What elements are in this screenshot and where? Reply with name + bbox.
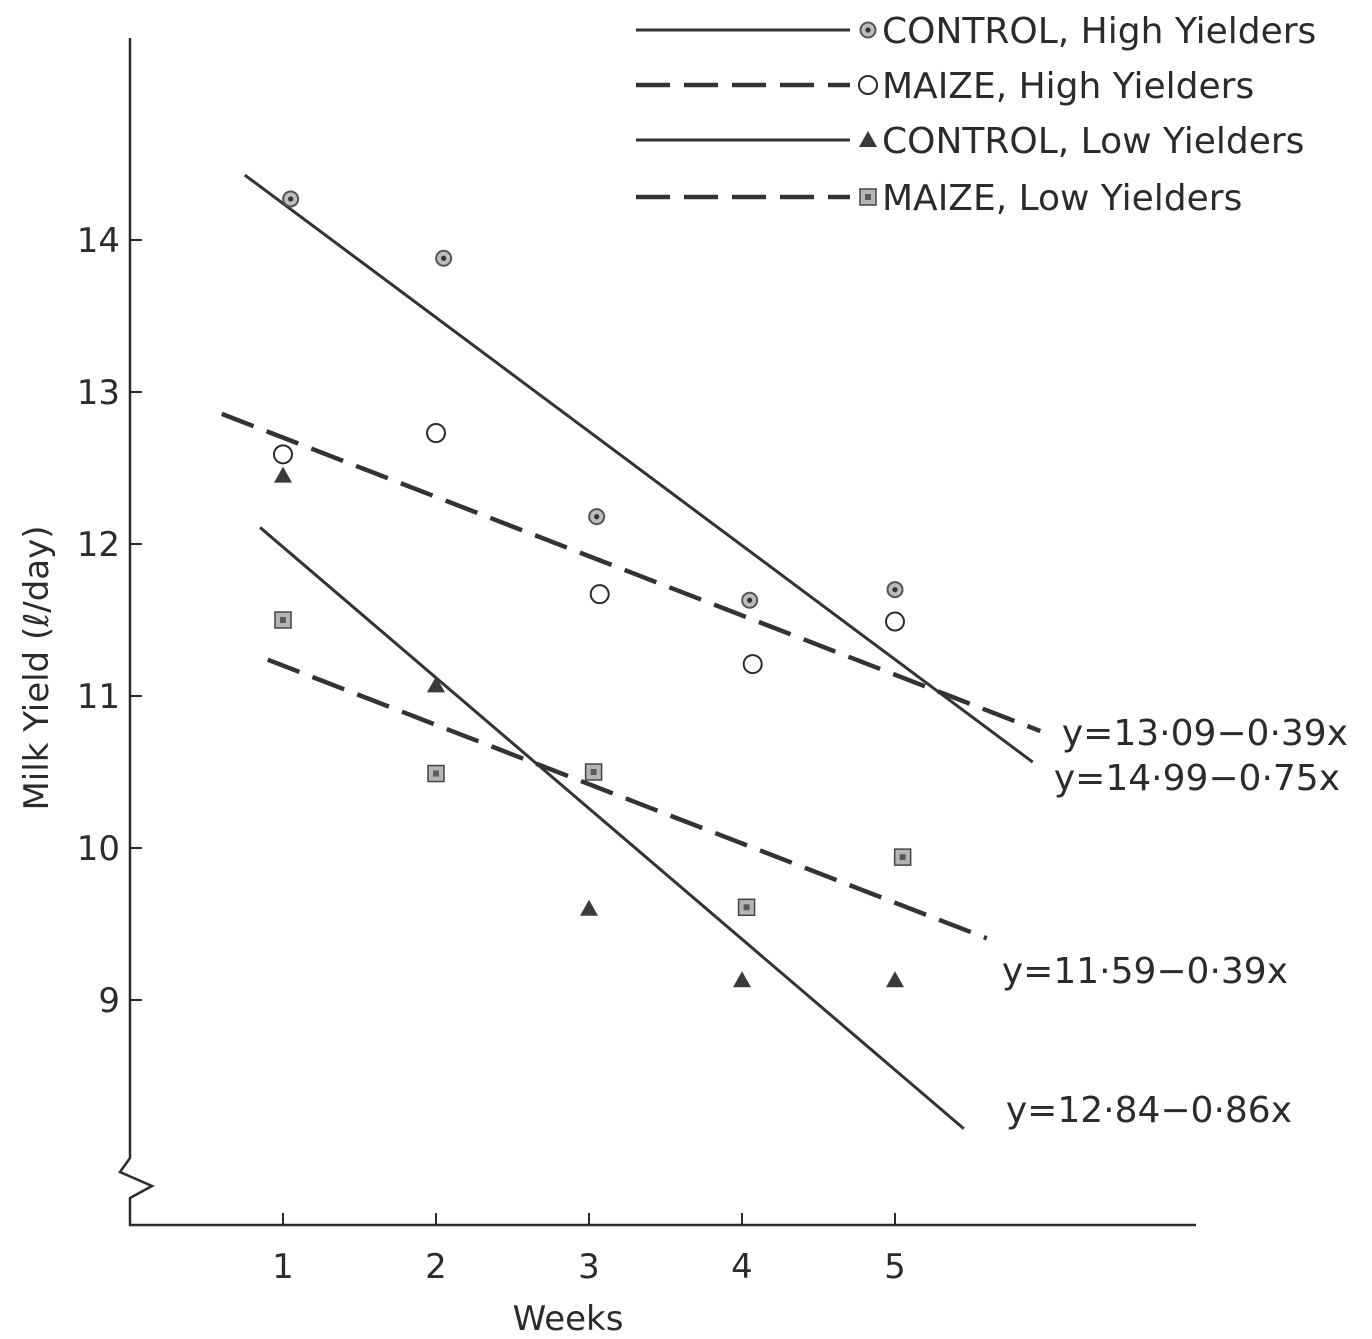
y-tick-label: 10 bbox=[77, 829, 120, 869]
data-point-maize-high-yielders bbox=[426, 423, 446, 444]
x-tick-label: 1 bbox=[272, 1247, 294, 1287]
data-point-control-low-yielders bbox=[886, 971, 904, 988]
legend-marker bbox=[859, 131, 877, 147]
legend-item-control-low-yielders: CONTROL, Low Yielders bbox=[636, 121, 1304, 162]
data-point-control-low-yielders bbox=[274, 466, 292, 483]
x-tick-label: 3 bbox=[578, 1247, 600, 1287]
y-tick-label: 9 bbox=[98, 981, 120, 1021]
data-point-control-high-yielders bbox=[886, 581, 904, 599]
data-point-maize-high-yielders bbox=[589, 584, 610, 605]
data-point-control-high-yielders bbox=[435, 249, 453, 267]
legend: CONTROL, High Yielders MAIZE, High Yielde… bbox=[636, 11, 1316, 219]
regression-line-control-low-yielders bbox=[259, 526, 965, 1130]
y-axis-ticks: 9 10 11 12 13 14 bbox=[77, 221, 142, 1021]
data-point-maize-low-yielders bbox=[584, 763, 603, 781]
equation-control-high-yielders: y=14·99−0·75x bbox=[1054, 758, 1340, 799]
legend-marker bbox=[858, 75, 878, 95]
regression-line-control-high-yielders bbox=[243, 173, 1034, 764]
x-tick-label: 4 bbox=[731, 1247, 753, 1287]
legend-label: CONTROL, High Yielders bbox=[882, 11, 1316, 52]
legend-item-maize-low-yielders: MAIZE, Low Yielders bbox=[636, 178, 1242, 219]
y-axis-title: Milk Yield (ℓ/day) bbox=[17, 525, 57, 810]
data-point-maize-high-yielders bbox=[885, 611, 905, 632]
regression-line-maize-low-yielders bbox=[266, 657, 988, 941]
legend-item-maize-high-yielders: MAIZE, High Yielders bbox=[636, 66, 1254, 107]
axis-lines bbox=[118, 38, 1196, 1227]
x-axis-ticks: 1 2 3 4 5 bbox=[272, 1213, 906, 1287]
data-point-control-high-yielders bbox=[741, 591, 759, 609]
y-tick-label: 12 bbox=[77, 525, 120, 565]
legend-label: MAIZE, High Yielders bbox=[882, 66, 1254, 107]
data-point-control-high-yielders bbox=[282, 190, 300, 208]
x-tick-label: 2 bbox=[425, 1247, 447, 1287]
data-point-control-high-yielders bbox=[588, 508, 606, 526]
legend-marker bbox=[859, 21, 877, 39]
data-point-control-low-yielders bbox=[580, 899, 598, 916]
x-tick-label: 5 bbox=[884, 1247, 906, 1287]
data-points bbox=[273, 190, 912, 988]
equation-control-low-yielders: y=12·84−0·86x bbox=[1006, 1090, 1292, 1131]
data-point-maize-low-yielders bbox=[427, 764, 445, 783]
regression-lines bbox=[220, 173, 1042, 1130]
data-point-control-low-yielders bbox=[427, 676, 445, 693]
axes bbox=[118, 38, 1196, 1227]
equation-maize-low-yielders: y=11·59−0·39x bbox=[1002, 951, 1288, 992]
data-point-control-low-yielders bbox=[733, 971, 751, 988]
data-point-maize-high-yielders bbox=[273, 444, 293, 465]
y-tick-label: 14 bbox=[77, 221, 120, 261]
equation-maize-high-yielders: y=13·09−0·39x bbox=[1062, 713, 1348, 754]
legend-item-control-high-yielders: CONTROL, High Yielders bbox=[636, 11, 1316, 52]
x-axis-title: Weeks bbox=[513, 1299, 624, 1339]
data-point-maize-high-yielders bbox=[742, 654, 763, 675]
y-tick-label: 11 bbox=[77, 677, 120, 717]
legend-label: CONTROL, Low Yielders bbox=[882, 121, 1304, 162]
y-tick-label: 13 bbox=[77, 373, 120, 413]
legend-marker bbox=[859, 188, 877, 206]
data-point-maize-low-yielders bbox=[893, 848, 912, 866]
data-point-maize-low-yielders bbox=[737, 898, 756, 917]
regression-line-maize-high-yielders bbox=[220, 411, 1042, 734]
data-point-maize-low-yielders bbox=[274, 611, 292, 629]
legend-label: MAIZE, Low Yielders bbox=[882, 178, 1242, 219]
